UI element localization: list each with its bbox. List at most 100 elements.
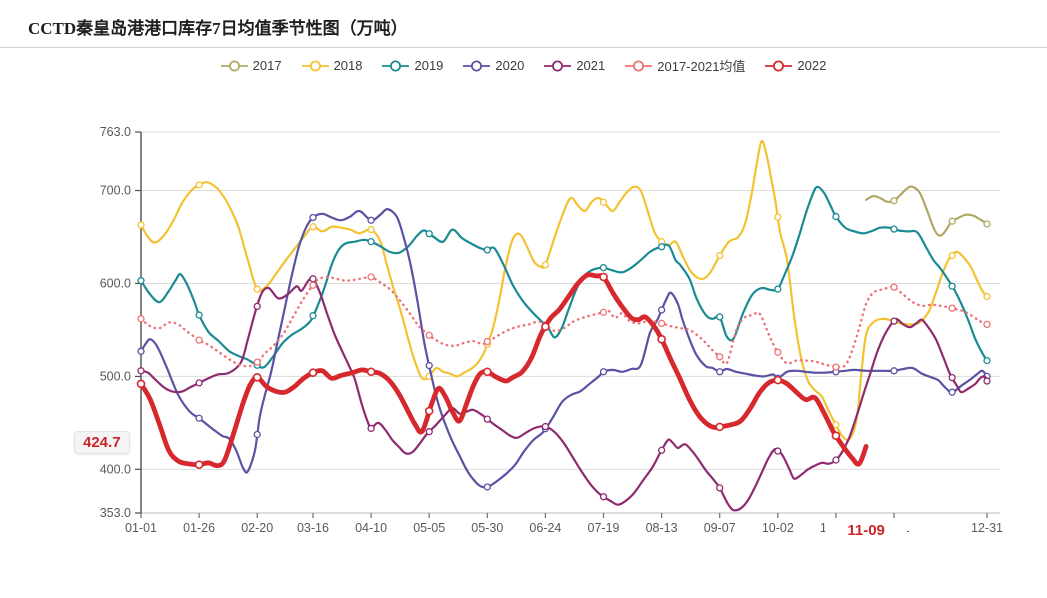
series-marker-2021	[774, 447, 782, 455]
x-axis-label: 02-20	[241, 521, 273, 535]
series-marker-2020	[309, 213, 317, 222]
series-marker-2017-2021均值	[948, 304, 956, 312]
series-marker-2018	[309, 223, 317, 231]
series-marker-2022	[194, 460, 204, 469]
series-marker-2018	[137, 221, 145, 229]
series-marker-2020	[890, 367, 898, 375]
legend-item-2017-2021均值[interactable]: 2017-2021均值	[625, 56, 745, 75]
series-marker-2017-2021均值	[367, 273, 375, 281]
legend-marker-icon	[544, 60, 572, 71]
legend-label: 2019	[414, 58, 444, 73]
series-marker-2017	[983, 220, 991, 228]
series-marker-2018	[253, 285, 261, 293]
series-marker-2021	[483, 415, 491, 423]
legend-label: 2017-2021均值	[657, 59, 746, 74]
y-axis-label: 400.0	[100, 462, 131, 476]
series-marker-2018	[367, 225, 375, 234]
series-marker-2017-2021均值	[657, 319, 666, 328]
legend-item-2018[interactable]: 2018	[301, 58, 363, 73]
series-marker-2021	[657, 446, 666, 454]
series-marker-2021	[137, 367, 145, 375]
series-marker-2017-2021均值	[890, 283, 898, 291]
series-marker-2019	[483, 246, 491, 254]
series-marker-2022	[715, 422, 725, 432]
series-marker-2022	[541, 322, 550, 331]
x-axis-label: 09-07	[704, 521, 736, 535]
series-marker-2019	[137, 277, 145, 285]
x-axis-label: 01-26	[183, 521, 215, 535]
series-marker-2017	[890, 197, 898, 205]
series-marker-2018	[774, 213, 782, 221]
series-marker-2018	[716, 251, 724, 260]
series-marker-2020	[367, 216, 375, 224]
series-marker-2018	[541, 261, 550, 269]
series-marker-2017-2021均值	[832, 363, 840, 371]
x-axis-label: 08-13	[646, 521, 678, 535]
series-marker-2017-2021均值	[774, 348, 782, 356]
series-marker-2018	[948, 251, 956, 260]
series-marker-2017-2021均值	[599, 308, 608, 316]
x-axis-label: 10-02	[762, 521, 794, 535]
x-axis-label: 05-30	[471, 521, 503, 535]
series-marker-2022	[424, 406, 434, 416]
series-marker-2019	[832, 212, 840, 221]
x-axis-label: 05-05	[413, 521, 445, 535]
series-marker-2017	[948, 217, 956, 225]
legend-label: 2018	[333, 58, 363, 73]
series-marker-2020	[657, 306, 666, 314]
series-marker-2022	[483, 367, 492, 377]
y-axis-label: 500.0	[100, 369, 131, 383]
series-marker-2021	[367, 424, 375, 433]
legend-marker-icon	[625, 60, 653, 71]
series-marker-2022	[366, 367, 376, 377]
series-line-2020	[139, 208, 989, 489]
legend-label: 2022	[797, 58, 827, 73]
series-marker-2019	[657, 243, 666, 251]
series-marker-2019	[774, 285, 782, 293]
series-marker-2022	[831, 431, 841, 440]
series-marker-2019	[195, 311, 203, 319]
legend-marker-icon	[463, 60, 491, 71]
series-marker-2017-2021均值	[195, 336, 203, 344]
series-marker-2020	[483, 483, 491, 491]
legend-item-2019[interactable]: 2019	[382, 58, 443, 73]
legend-item-2020[interactable]: 2020	[463, 58, 524, 73]
series-marker-2018	[195, 181, 203, 189]
series-marker-2019	[367, 238, 375, 246]
series-marker-2018	[832, 421, 840, 429]
legend-marker-icon	[301, 60, 329, 71]
chart-legend: 2017 2018 2019 2020 2021 2017-2021均值 202…	[0, 56, 1047, 75]
legend-item-2022[interactable]: 2022	[765, 58, 826, 73]
y-axis-label: 763.0	[100, 125, 131, 139]
series-marker-2019	[425, 230, 433, 238]
legend-label: 2020	[495, 58, 525, 73]
series-marker-2021	[195, 379, 203, 387]
current-value-badge: 424.7	[74, 431, 130, 454]
series-marker-2021	[948, 373, 956, 382]
series-marker-2022	[657, 334, 666, 344]
series-marker-2020	[599, 368, 608, 376]
series-marker-2022	[599, 272, 608, 282]
chart-title: CCTD秦皇岛港港口库存7日均值季节性图（万吨）	[28, 19, 408, 38]
series-marker-2017-2021均值	[983, 320, 991, 329]
legend-item-2017[interactable]: 2017	[220, 58, 282, 73]
highlight-label-mask	[825, 520, 908, 540]
series-marker-2018	[983, 292, 991, 301]
series-marker-2020	[425, 361, 433, 370]
legend-label: 2017	[252, 58, 282, 73]
x-axis-label: 04-10	[355, 521, 387, 535]
series-line-2018	[139, 140, 989, 442]
legend-label: 2021	[576, 58, 606, 73]
legend-item-2021[interactable]: 2021	[544, 58, 605, 73]
series-marker-2017-2021均值	[716, 353, 724, 361]
series-marker-2021	[309, 275, 317, 283]
legend-marker-icon	[382, 60, 410, 71]
chart-canvas: 763.0 700.0 600.0 500.0 400.0 353.001-01 01-26…	[100, 125, 1003, 540]
series-marker-2019	[309, 312, 317, 320]
y-axis-label: 700.0	[100, 184, 131, 198]
legend-marker-icon	[765, 60, 793, 71]
series-marker-2021	[599, 493, 608, 501]
legend-marker-icon	[220, 60, 248, 71]
x-axis-label: 03-16	[297, 521, 329, 535]
